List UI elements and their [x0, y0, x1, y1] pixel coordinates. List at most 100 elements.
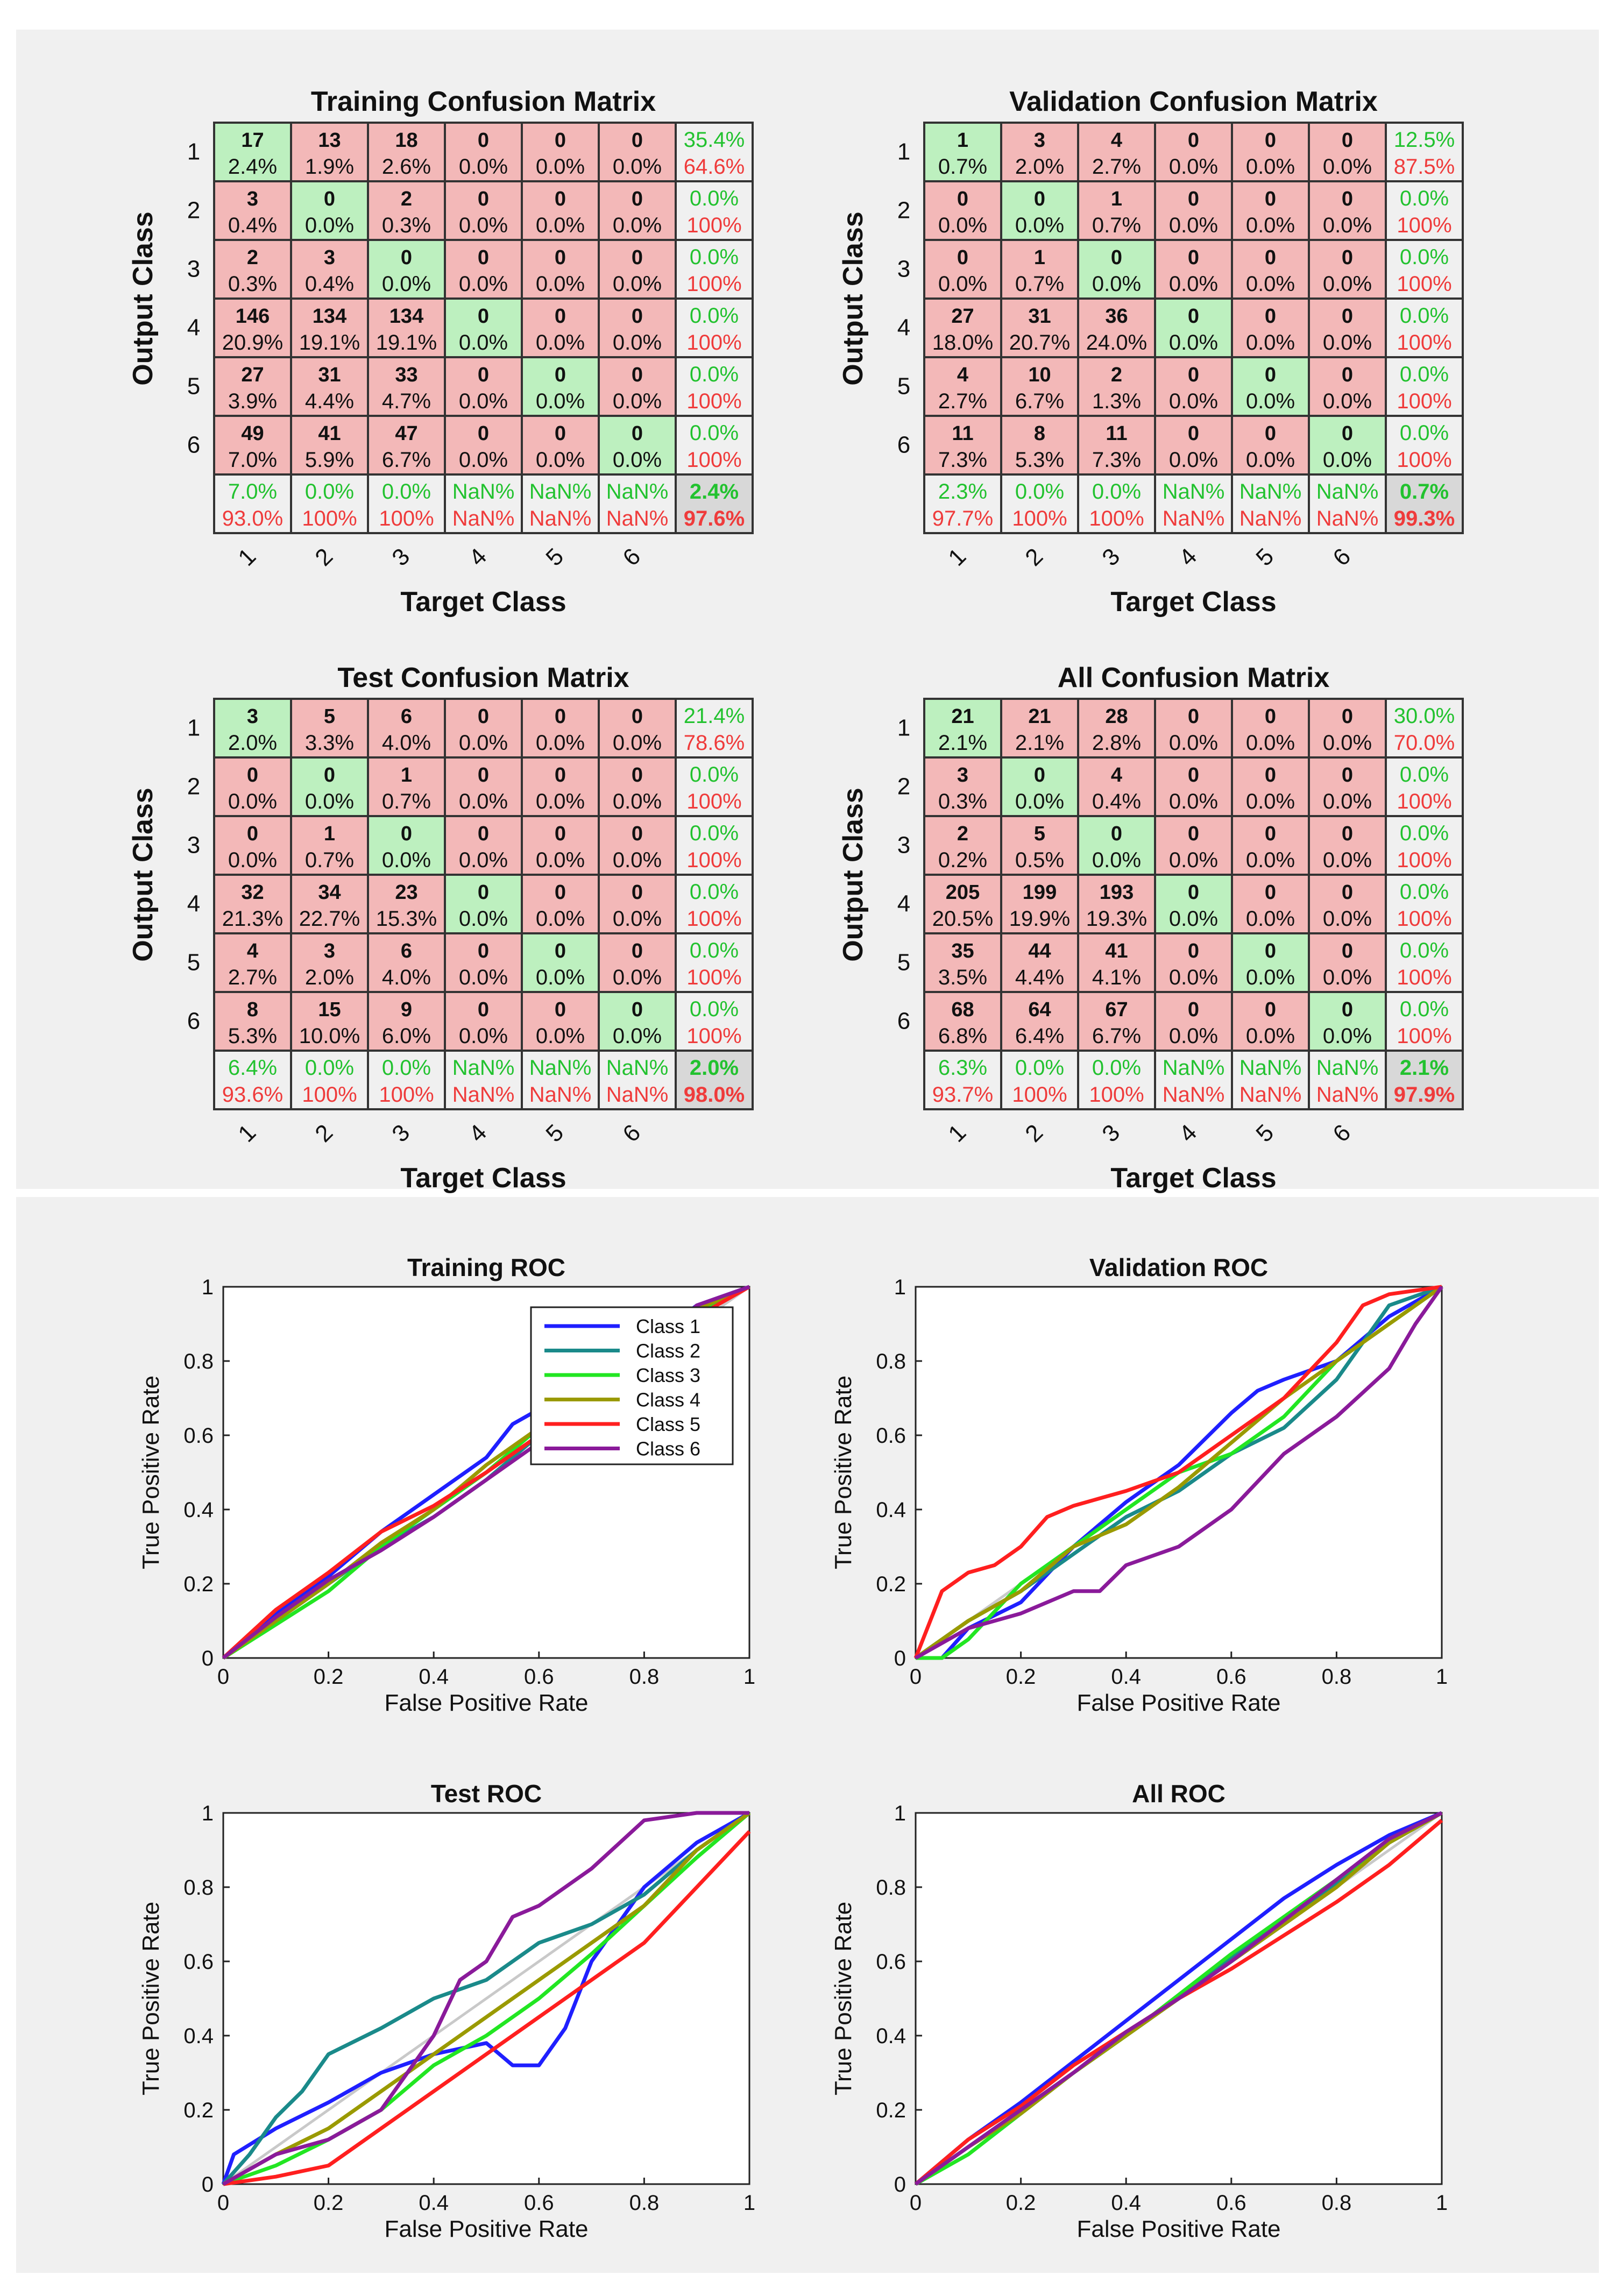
cell-percent: 2.0% [305, 966, 354, 989]
cell-percent: 4.4% [1015, 966, 1064, 989]
cell-percent: 0.0% [536, 272, 585, 296]
summary-error: 100% [1397, 331, 1451, 355]
cell-count: 47 [395, 422, 417, 445]
y-tick-label: 1 [894, 1275, 906, 1299]
cell-percent: 0.0% [1169, 907, 1218, 931]
cell-count: 0 [247, 823, 258, 845]
matrix-cell [290, 991, 369, 1052]
cell-percent: 0.0% [1323, 1024, 1372, 1048]
summary-correct: 0.0% [690, 363, 739, 386]
cell-percent: 6.7% [1092, 1024, 1141, 1048]
row-label: 6 [187, 1008, 200, 1034]
cell-count: 0 [478, 998, 489, 1021]
matrix-cell [1385, 415, 1464, 476]
cell-count: 0 [1342, 998, 1353, 1021]
matrix-cell [1000, 932, 1079, 993]
matrix-cell [1308, 415, 1387, 476]
cell-count: 3 [247, 188, 258, 210]
cell-percent: 0.0% [305, 214, 354, 237]
roc-chart-2: 00 0.2 0.2 0.4 0.4 0.6 0.6 0.8 0.8 1 1 Validation R… [830, 1253, 1448, 1716]
cell-count: 0 [1188, 188, 1199, 210]
cell-percent: 0.0% [1169, 448, 1218, 472]
summary-correct: 0.0% [305, 480, 354, 504]
cell-percent: 0.0% [459, 966, 508, 989]
summary-correct: 0.0% [1400, 245, 1449, 269]
summary-correct: 7.0% [228, 480, 277, 504]
cell-percent: 0.0% [1246, 389, 1295, 413]
y-tick-label: 0 [894, 2173, 906, 2196]
matrix-cell [1231, 874, 1310, 934]
matrix-cell [923, 932, 1002, 993]
summary-correct: 30.0% [1394, 704, 1455, 728]
legend-label: Class 6 [636, 1438, 700, 1460]
cell-count: 41 [1105, 940, 1128, 962]
roc-title: Test ROC [431, 1780, 542, 1808]
x-tick-label: 0.4 [419, 2191, 449, 2215]
cell-count: 0 [632, 305, 643, 328]
cell-percent: 0.7% [305, 848, 354, 872]
matrix-cell [521, 1050, 600, 1110]
matrix-cell [1154, 815, 1233, 876]
summary-correct: 0.0% [1400, 421, 1449, 445]
cell-percent: 1.9% [305, 155, 354, 179]
y-axis-label: Output Class [128, 211, 159, 386]
cell-percent: 0.0% [382, 272, 431, 296]
cell-count: 0 [1342, 246, 1353, 269]
summary-correct: 0.0% [690, 763, 739, 786]
summary-correct: 0.0% [690, 304, 739, 328]
row-label: 6 [897, 432, 910, 458]
summary-error: 64.6% [684, 155, 745, 179]
matrix-cell [213, 756, 292, 817]
summary-error: 100% [686, 389, 741, 413]
roc-line-class-6 [915, 1285, 1443, 1660]
matrix-cell [1077, 756, 1156, 817]
matrix-cell [367, 180, 446, 241]
cell-count: 34 [318, 881, 341, 904]
cell-count: 17 [241, 129, 264, 152]
cell-percent: 7.3% [1092, 448, 1141, 472]
x-axis-label: Target Class [1110, 586, 1276, 618]
cell-percent: 0.0% [1246, 966, 1295, 989]
cell-count: 2 [401, 188, 412, 210]
x-tick-label: 0 [217, 1665, 229, 1689]
matrix-cell [367, 122, 446, 182]
cell-count: 18 [395, 129, 417, 152]
matrix-cell [923, 991, 1002, 1052]
matrix-cell [213, 991, 292, 1052]
cell-count: 0 [632, 998, 643, 1021]
matrix-cell [444, 297, 523, 358]
roc-title: Validation ROC [1089, 1253, 1268, 1281]
cell-count: 193 [1100, 881, 1134, 904]
cell-percent: 4.0% [382, 966, 431, 989]
cell-count: 32 [241, 881, 264, 904]
matrix-cell [444, 122, 523, 182]
summary-error: 100% [1397, 272, 1451, 296]
cell-percent: 0.7% [1015, 272, 1064, 296]
y-tick-label: 0.8 [876, 1350, 906, 1373]
x-tick-label: 1 [743, 2191, 755, 2215]
cell-count: 36 [1105, 305, 1128, 328]
summary-error: 100% [686, 331, 741, 355]
matrix-cell [444, 815, 523, 876]
cell-percent: 0.0% [459, 907, 508, 931]
cell-count: 0 [478, 305, 489, 328]
cell-percent: 2.1% [1015, 731, 1064, 755]
cell-percent: 3.5% [938, 966, 987, 989]
cell-count: 0 [478, 881, 489, 904]
cell-percent: 2.6% [382, 155, 431, 179]
roc-line-class-5 [913, 1285, 1442, 1659]
matrix-cell [213, 1050, 292, 1110]
matrix-cell [675, 756, 754, 817]
roc-line-class-5 [223, 1830, 751, 2186]
row-label: 3 [187, 256, 200, 282]
cell-percent: 0.3% [228, 272, 277, 296]
y-axis-label: True Positive Rate [138, 1902, 164, 2095]
matrix-cell [1154, 122, 1233, 182]
cell-count: 0 [1342, 129, 1353, 152]
matrix-cell [1000, 122, 1079, 182]
cell-count: 0 [555, 364, 566, 386]
cell-count: 0 [555, 246, 566, 269]
cell-count: 11 [952, 422, 973, 445]
summary-error: 97.7% [932, 507, 993, 530]
